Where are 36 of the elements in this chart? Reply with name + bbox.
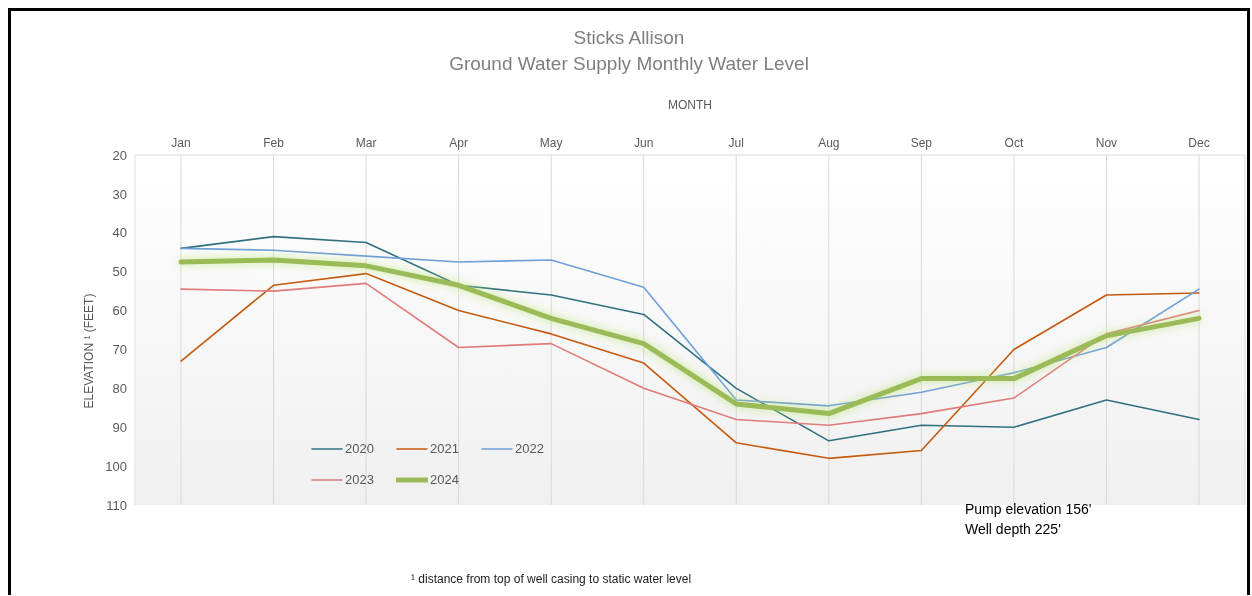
line-series xyxy=(180,235,1200,442)
y-tick-label: 40 xyxy=(112,225,127,241)
line-series xyxy=(180,282,1200,427)
chart-subtitle: Ground Water Supply Monthly Water Level xyxy=(448,53,810,75)
y-tick-label: 90 xyxy=(112,419,127,435)
x-tick-label: May xyxy=(539,136,563,150)
x-tick-label: Dec xyxy=(1188,136,1210,150)
legend-label: 2024 xyxy=(430,472,459,487)
y-tick-label: 110 xyxy=(106,497,127,513)
x-tick-label: Oct xyxy=(1004,136,1024,150)
legend-label: 2021 xyxy=(430,441,459,456)
y-tick-label: 30 xyxy=(112,186,127,202)
x-tick-label: Feb xyxy=(263,136,285,150)
x-tick-label: Apr xyxy=(449,136,468,150)
x-tick-label: Jun xyxy=(634,136,654,150)
x-tick-label: Aug xyxy=(818,136,840,150)
y-axis-title: ELEVATION ¹ (FEET) xyxy=(82,293,96,409)
y-tick-label: 80 xyxy=(112,380,127,396)
x-tick-label: Jul xyxy=(728,136,744,150)
chart-title: Sticks Allison xyxy=(572,27,686,49)
annotation: Pump elevation 156' Well depth 225' xyxy=(965,500,1092,539)
y-tick-label: 60 xyxy=(112,303,127,319)
x-tick-label: Mar xyxy=(355,136,377,150)
y-tick-label: 50 xyxy=(112,264,127,280)
x-tick-label: Jan xyxy=(171,136,191,150)
line-series xyxy=(180,272,1200,460)
x-tick-label: Nov xyxy=(1095,136,1118,150)
y-tick-label: 20 xyxy=(112,147,127,163)
legend-label: 2023 xyxy=(345,472,374,487)
legend-label: 2020 xyxy=(345,441,374,456)
x-tick-label: Sep xyxy=(910,136,933,150)
y-tick-label: 70 xyxy=(112,342,127,358)
x-axis-title: MONTH xyxy=(667,98,713,112)
text: ¹ distance from top of well casing to static water level xyxy=(411,572,692,586)
legend-label: 2022 xyxy=(515,441,544,456)
y-tick-label: 100 xyxy=(105,458,127,474)
